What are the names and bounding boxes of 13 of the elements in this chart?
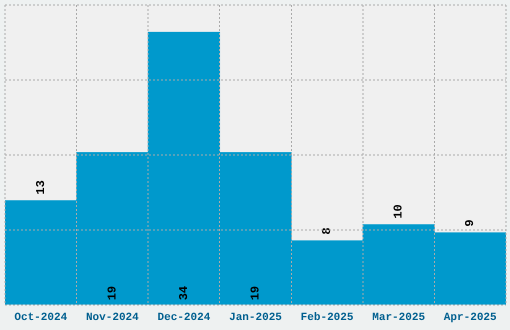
- x-tick-label: Mar-2025: [372, 312, 426, 324]
- data-label: 19: [105, 286, 120, 300]
- data-label: 19: [248, 286, 263, 300]
- data-label: 13: [34, 180, 48, 195]
- data-label: 9: [463, 219, 478, 227]
- x-tick-label: Oct-2024: [14, 312, 68, 324]
- data-label: 34: [176, 286, 191, 300]
- x-tick-label: Dec-2024: [158, 312, 211, 324]
- x-tick-label: Apr-2025: [444, 312, 498, 324]
- x-tick-label: Feb-2025: [300, 312, 354, 324]
- x-tick-label: Jan-2025: [229, 312, 282, 324]
- x-tick-label: Nov-2024: [86, 312, 140, 324]
- data-label: 10: [392, 204, 406, 219]
